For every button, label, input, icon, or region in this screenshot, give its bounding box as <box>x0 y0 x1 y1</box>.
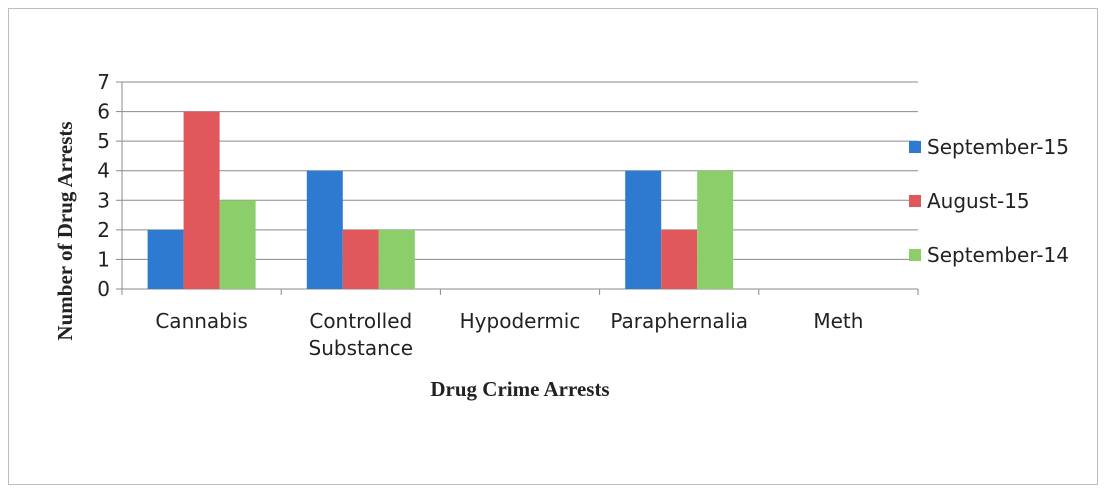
x-axis-title: Drug Crime Arrests <box>430 377 609 401</box>
y-axis: 0 1 2 3 4 5 6 7 <box>97 70 123 301</box>
bar-august-15 <box>342 229 379 289</box>
bars <box>147 111 734 289</box>
y-tick-label: 3 <box>97 188 110 212</box>
bar-september-15 <box>306 170 343 289</box>
legend-swatch <box>909 195 921 207</box>
legend-label: September-15 <box>927 135 1069 159</box>
y-tick-label: 0 <box>97 277 110 301</box>
legend: September-15 August-15 September-14 <box>909 135 1069 267</box>
y-tick-label: 2 <box>97 218 110 242</box>
y-tick-label: 7 <box>97 70 110 94</box>
y-tick-label: 4 <box>97 159 110 183</box>
legend-swatch <box>909 141 921 153</box>
y-axis-title: Number of Drug Arrests <box>53 121 77 340</box>
y-tick-label: 1 <box>97 247 110 271</box>
legend-label: September-14 <box>927 243 1069 267</box>
x-tick-label: Hypodermic <box>460 309 581 333</box>
legend-swatch <box>909 249 921 261</box>
x-tick-label: Cannabis <box>155 309 248 333</box>
x-axis: Cannabis Controlled Substance Hypodermic Par… <box>121 288 919 360</box>
bar-september-15 <box>147 229 184 289</box>
bar-august-15 <box>661 229 698 289</box>
x-tick-label: Substance <box>309 336 414 360</box>
y-tick-label: 6 <box>97 100 110 124</box>
x-tick-label: Controlled <box>309 309 412 333</box>
bar-september-15 <box>625 170 662 289</box>
y-tick-label: 5 <box>97 129 110 153</box>
bar-september-14 <box>219 200 256 289</box>
bar-august-15 <box>183 111 220 289</box>
bar-september-14 <box>697 170 734 289</box>
bar-september-14 <box>378 229 415 289</box>
x-tick-label: Paraphernalia <box>610 309 748 333</box>
legend-label: August-15 <box>927 189 1030 213</box>
x-tick-label: Meth <box>813 309 863 333</box>
